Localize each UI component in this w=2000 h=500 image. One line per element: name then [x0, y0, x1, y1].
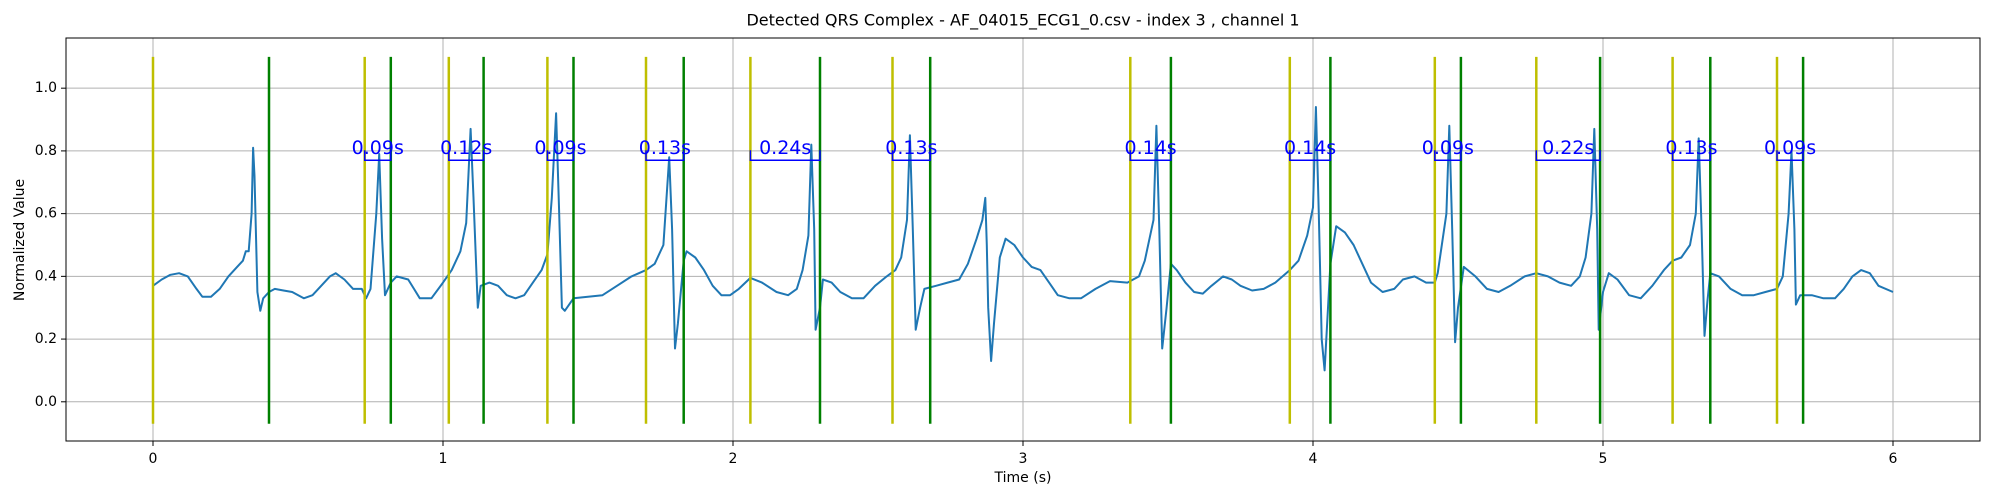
interval-label: 0.09s — [1764, 137, 1816, 159]
chart-title: Detected QRS Complex - AF_04015_ECG1_0.c… — [746, 11, 1299, 31]
interval-label: 0.24s — [759, 137, 811, 159]
interval-label: 0.13s — [1665, 137, 1717, 159]
x-tick-label: 2 — [729, 451, 738, 467]
y-tick-label: 0.2 — [35, 331, 57, 347]
plot-frame — [65, 37, 1981, 442]
interval-bracket — [448, 150, 485, 162]
interval-bracket — [363, 150, 392, 162]
y-tick-label: 0.4 — [35, 268, 57, 284]
interval-bracket — [1776, 150, 1804, 162]
interval-bracket — [1289, 150, 1332, 162]
interval-bracket — [1671, 150, 1712, 162]
interval-label: 0.13s — [639, 137, 691, 159]
interval-bracket — [1434, 150, 1462, 162]
y-axis-label: Normalized Value — [12, 179, 28, 301]
interval-label: 0.09s — [352, 137, 404, 159]
interval-bracket — [749, 150, 821, 162]
interval-bracket — [1535, 150, 1601, 162]
x-tick-label: 3 — [1019, 451, 1028, 467]
x-tick-label: 0 — [149, 451, 158, 467]
interval-bracket — [891, 150, 931, 162]
interval-label: 0.14s — [1284, 137, 1336, 159]
interval-label: 0.13s — [885, 137, 937, 159]
x-tick-label: 1 — [439, 451, 448, 467]
y-tick-label: 1.0 — [35, 80, 57, 96]
interval-label: 0.12s — [440, 137, 492, 159]
interval-label: 0.14s — [1124, 137, 1176, 159]
interval-label: 0.09s — [534, 137, 586, 159]
interval-bracket — [1129, 150, 1172, 162]
interval-bracket — [546, 150, 575, 162]
y-tick-label: 0.8 — [35, 143, 57, 159]
x-tick-label: 6 — [1889, 451, 1898, 467]
y-tick-label: 0.6 — [35, 206, 57, 222]
interval-bracket — [645, 150, 685, 162]
interval-label: 0.22s — [1542, 137, 1594, 159]
x-tick-label: 4 — [1309, 451, 1318, 467]
signal-line — [152, 106, 1894, 372]
x-axis-label: Time (s) — [994, 470, 1052, 486]
interval-label: 0.09s — [1422, 137, 1474, 159]
x-tick-label: 5 — [1599, 451, 1608, 467]
y-tick-label: 0.0 — [35, 394, 57, 410]
